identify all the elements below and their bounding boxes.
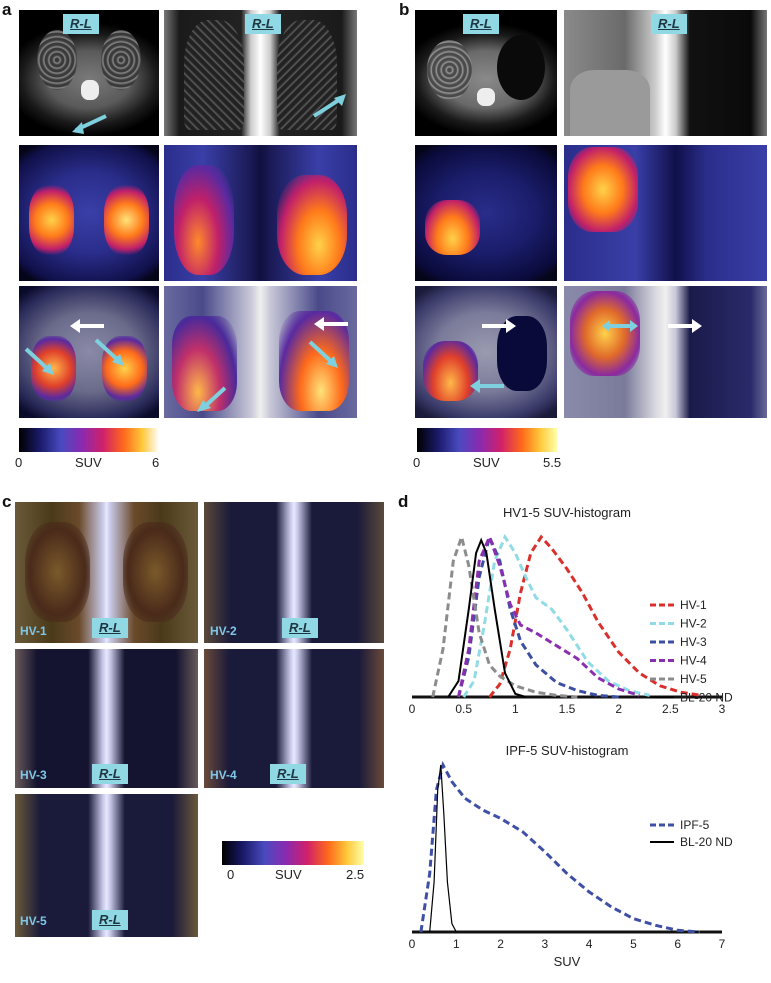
x-tick-label: 2	[615, 702, 622, 716]
colorbar-min-label: 0	[15, 455, 23, 470]
hv-tile-label: HV-5	[20, 914, 47, 928]
x-tick-label: 0	[409, 937, 416, 951]
colorbar-a	[19, 428, 159, 452]
ipf-histogram-chart: IPF-5 SUV-histogram 0 1 2 3 4 5 6 7 SUV IPF-5 BL-20…	[409, 743, 733, 969]
hv-tile-label: HV-1	[20, 624, 47, 638]
x-tick-label: 1	[512, 702, 519, 716]
orientation-label: R-L	[245, 14, 281, 34]
x-tick-label: 1.5	[559, 702, 576, 716]
ct-axial-image-b	[415, 10, 557, 136]
series-line-hv-5	[431, 531, 578, 699]
cyan-arrow	[94, 338, 124, 366]
fused-coronal-image-a	[164, 286, 357, 418]
colorbar-b	[417, 428, 557, 452]
cyan-arrow	[72, 114, 107, 134]
cyan-arrow	[308, 340, 338, 368]
x-tick-label: 3	[719, 702, 726, 716]
colorbar-c	[222, 841, 364, 865]
white-arrow	[314, 317, 348, 331]
series-line-hv-3	[457, 532, 619, 699]
series-line-ipf-5	[419, 760, 701, 934]
legend-label: HV-4	[680, 654, 707, 668]
pet-coronal-image-a	[164, 145, 357, 281]
hv-tile-label: HV-4	[210, 768, 237, 782]
x-tick-label: 7	[719, 937, 726, 951]
x-tick-label: 3	[542, 937, 549, 951]
cyan-arrow	[312, 94, 346, 118]
orientation-label: R-L	[651, 14, 687, 34]
x-tick-label: 2.5	[662, 702, 679, 716]
orientation-label: R-L	[92, 618, 128, 638]
series-line-hv-2	[462, 533, 651, 698]
series-line-bl-20-nd	[429, 764, 457, 933]
panel-label-c: c	[2, 492, 12, 511]
chart-title: HV1-5 SUV-histogram	[503, 505, 631, 520]
white-arrow	[70, 319, 104, 333]
orientation-label: R-L	[92, 764, 128, 784]
series-line-hv-4	[457, 532, 640, 698]
pet-coronal-image-b	[564, 145, 767, 281]
fused-axial-image-b	[415, 286, 557, 418]
colorbar-max-label: 5.5	[543, 455, 562, 470]
x-tick-label: 4	[586, 937, 593, 951]
series-line-bl-20-nd	[447, 537, 526, 698]
legend-label: IPF-5	[680, 818, 710, 832]
cyan-arrow	[197, 386, 227, 412]
x-tick-label: 0	[409, 702, 416, 716]
pet-axial-image-a	[19, 145, 159, 281]
legend-label: HV-1	[680, 598, 707, 612]
x-tick-label: 6	[674, 937, 681, 951]
panel-label-d: d	[398, 492, 409, 511]
fused-axial-image-a	[19, 286, 159, 418]
legend-label: HV-2	[680, 617, 707, 631]
white-arrow	[668, 319, 702, 333]
legend-label: HV-5	[680, 672, 707, 686]
colorbar-unit-label: SUV	[473, 455, 500, 470]
chart-title: IPF-5 SUV-histogram	[506, 743, 629, 758]
series-line-hv-1	[488, 534, 702, 698]
orientation-label: R-L	[92, 910, 128, 930]
panel-label-a: a	[2, 0, 12, 19]
orientation-label: R-L	[63, 14, 99, 34]
pet-axial-image-b	[415, 145, 557, 281]
cyan-arrow	[602, 320, 638, 332]
orientation-label: R-L	[282, 618, 318, 638]
hv-tile-label: HV-2	[210, 624, 237, 638]
x-tick-label: 2	[497, 937, 504, 951]
legend-label: BL-20 ND	[680, 691, 733, 705]
x-tick-label: 1	[453, 937, 460, 951]
colorbar-unit-label: SUV	[75, 455, 102, 470]
orientation-label: R-L	[463, 14, 499, 34]
x-tick-label: 5	[630, 937, 637, 951]
cyan-arrow	[24, 347, 54, 375]
colorbar-unit-label: SUV	[275, 867, 302, 882]
hv-tile-label: HV-3	[20, 768, 47, 782]
hv-histogram-chart: HV1-5 SUV-histogram 0 0.5 1 1.5 2 2.5 3 HV-1 HV-2…	[409, 505, 733, 716]
fused-coronal-image-b	[564, 286, 767, 418]
legend-label: BL-20 ND	[680, 835, 733, 849]
colorbar-max-label: 6	[152, 455, 160, 470]
colorbar-max-label: 2.5	[346, 867, 365, 882]
white-arrow	[482, 319, 516, 333]
x-axis-label: SUV	[554, 954, 581, 969]
colorbar-min-label: 0	[227, 867, 235, 882]
orientation-label: R-L	[270, 764, 306, 784]
cyan-arrow	[470, 379, 504, 393]
x-tick-label: 0.5	[455, 702, 472, 716]
colorbar-min-label: 0	[413, 455, 421, 470]
legend-label: HV-3	[680, 635, 707, 649]
panel-label-b: b	[399, 0, 410, 19]
